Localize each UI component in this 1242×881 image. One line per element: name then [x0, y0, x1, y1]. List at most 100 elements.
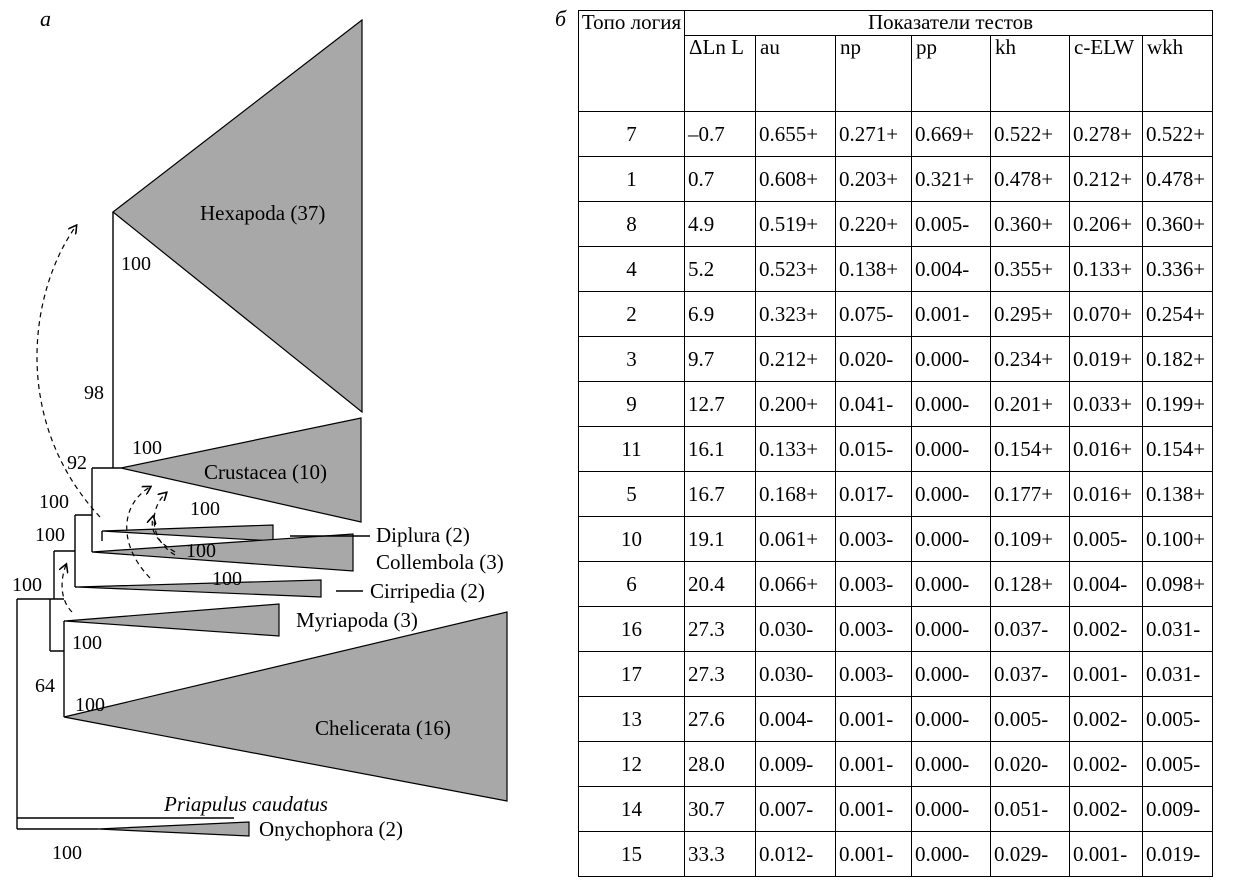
test-value-cell: 0.323+ — [755, 291, 836, 337]
test-value-cell: 0.007- — [755, 786, 836, 832]
test-value-cell: 0.138+ — [1142, 471, 1213, 517]
test-value-cell: 0.002- — [1069, 786, 1143, 832]
header-col: au — [755, 35, 836, 112]
test-value-cell: 0.005- — [1069, 516, 1143, 562]
test-value-cell: 0.031- — [1142, 651, 1213, 697]
header-col: ΔLn L — [684, 35, 756, 112]
support-root: 100 — [12, 574, 42, 596]
test-value-cell: 0.015- — [835, 426, 912, 472]
test-value-cell: 0.478+ — [990, 156, 1070, 202]
test-value-cell: 0.212+ — [755, 336, 836, 382]
test-value-cell: 0.000- — [911, 336, 991, 382]
test-value-cell: 0.003- — [835, 651, 912, 697]
test-value-cell: 0.000- — [911, 426, 991, 472]
test-value-cell: 0.206+ — [1069, 201, 1143, 247]
support-100a: 100 — [39, 491, 69, 513]
table-row: 10 19.1 0.061+ 0.003- 0.000- 0.109+ 0.005- 0.10… — [578, 516, 1213, 562]
test-value-cell: 0.321+ — [911, 156, 991, 202]
test-value-cell: 0.360+ — [1142, 201, 1213, 247]
test-value-cell: 0.051- — [990, 786, 1070, 832]
taxon-crustacea: Crustacea (10) — [204, 460, 327, 484]
clade-chelicerata — [63, 611, 508, 802]
test-value-cell: 0.199+ — [1142, 381, 1213, 427]
test-value-cell: 0.200+ — [755, 381, 836, 427]
test-value-cell: 0.138+ — [835, 246, 912, 292]
clade-diplura — [101, 524, 274, 542]
test-value-cell: 0.100+ — [1142, 516, 1213, 562]
header-col: wkh — [1142, 35, 1213, 112]
topology-cell: 16 — [578, 606, 685, 652]
test-value-cell: 27.3 — [684, 606, 756, 652]
test-value-cell: 0.075- — [835, 291, 912, 337]
test-value-cell: 6.9 — [684, 291, 756, 337]
test-value-cell: 0.336+ — [1142, 246, 1213, 292]
test-value-cell: 0.000- — [911, 516, 991, 562]
test-value-cell: 0.004- — [755, 696, 836, 742]
topology-cell: 3 — [578, 336, 685, 382]
test-value-cell: 0.001- — [835, 696, 912, 742]
support-crustacea: 100 — [132, 437, 162, 459]
test-value-cell: 0.000- — [911, 786, 991, 832]
support-98: 98 — [84, 382, 104, 404]
table-row: 7 –0.7 0.655+ 0.271+ 0.669+ 0.522+ 0.278+ 0.522… — [578, 111, 1213, 157]
header-topology: Топо логия — [578, 10, 685, 112]
table-row: 2 6.9 0.323+ 0.075- 0.001- 0.295+ 0.070+ 0.254+ — [578, 291, 1213, 337]
topology-cell: 11 — [578, 426, 685, 472]
test-value-cell: 0.212+ — [1069, 156, 1143, 202]
table-row: 5 16.7 0.168+ 0.017- 0.000- 0.177+ 0.016+ 0.138… — [578, 471, 1213, 517]
panel-label-b: б — [555, 6, 567, 31]
support-diplura: 100 — [190, 498, 220, 520]
test-value-cell: 0.220+ — [835, 201, 912, 247]
topology-cell: 8 — [578, 201, 685, 247]
clade-hexapoda — [112, 18, 363, 414]
test-value-cell: 0.522+ — [1142, 111, 1213, 157]
table-row: 8 4.9 0.519+ 0.220+ 0.005- 0.360+ 0.206+ 0.360+ — [578, 201, 1213, 247]
test-value-cell: 0.522+ — [990, 111, 1070, 157]
test-value-cell: 0.004- — [911, 246, 991, 292]
test-value-cell: 0.608+ — [755, 156, 836, 202]
support-collembola: 100 — [186, 540, 216, 562]
support-100b: 100 — [35, 524, 65, 546]
phylogenetic-tree: Hexapoda (37) Crustacea (10) Diplura (2)… — [12, 18, 508, 864]
topology-cell: 4 — [578, 246, 685, 292]
topology-cell: 17 — [578, 651, 685, 697]
table-row: 6 20.4 0.066+ 0.003- 0.000- 0.128+ 0.004- 0.098… — [578, 561, 1213, 607]
test-value-cell: 0.005- — [1142, 741, 1213, 787]
test-value-cell: 0.005- — [990, 696, 1070, 742]
table-body: 7 –0.7 0.655+ 0.271+ 0.669+ 0.522+ 0.278+ 0.522… — [578, 111, 1213, 877]
header-test-group: Показатели тестов — [684, 10, 1213, 36]
test-value-cell: 0.001- — [911, 291, 991, 337]
test-value-cell: 0.7 — [684, 156, 756, 202]
test-value-cell: 0.000- — [911, 381, 991, 427]
support-hexapoda: 100 — [121, 253, 151, 275]
clade-myriapoda — [64, 603, 280, 637]
support-myriapoda: 100 — [72, 632, 102, 654]
topology-cell: 15 — [578, 831, 685, 877]
taxon-priapulus: Priapulus caudatus — [163, 792, 328, 816]
taxon-cirripedia: Cirripedia (2) — [370, 579, 485, 603]
test-value-cell: –0.7 — [684, 111, 756, 157]
taxon-onychophora: Onychophora (2) — [259, 817, 403, 841]
topology-cell: 5 — [578, 471, 685, 517]
test-value-cell: 0.030- — [755, 606, 836, 652]
test-value-cell: 27.6 — [684, 696, 756, 742]
test-value-cell: 0.002- — [1069, 606, 1143, 652]
test-value-cell: 0.020- — [990, 741, 1070, 787]
test-value-cell: 0.128+ — [990, 561, 1070, 607]
test-value-cell: 0.655+ — [755, 111, 836, 157]
table-row: 9 12.7 0.200+ 0.041- 0.000- 0.201+ 0.033+ 0.199… — [578, 381, 1213, 427]
table-row: 14 30.7 0.007- 0.001- 0.000- 0.051- 0.002- 0.00… — [578, 786, 1213, 832]
test-value-cell: 0.098+ — [1142, 561, 1213, 607]
test-value-cell: 0.109+ — [990, 516, 1070, 562]
test-value-cell: 0.234+ — [990, 336, 1070, 382]
topology-cell: 14 — [578, 786, 685, 832]
test-value-cell: 0.177+ — [990, 471, 1070, 517]
header-col: kh — [990, 35, 1070, 112]
clade-crustacea — [120, 417, 362, 523]
test-value-cell: 0.001- — [835, 741, 912, 787]
support-chelicerata: 100 — [75, 694, 105, 716]
test-value-cell: 0.003- — [835, 516, 912, 562]
test-value-cell: 0.001- — [1069, 831, 1143, 877]
clade-cirripedia — [76, 579, 322, 598]
test-value-cell: 0.066+ — [755, 561, 836, 607]
